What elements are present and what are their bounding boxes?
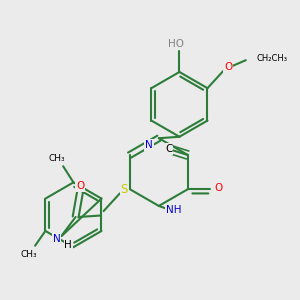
Text: CH₂CH₃: CH₂CH₃ [256, 54, 287, 63]
Text: O: O [76, 181, 84, 191]
Text: N: N [52, 234, 60, 244]
Text: N: N [145, 140, 153, 150]
Text: CH₃: CH₃ [49, 154, 66, 163]
Text: S: S [121, 182, 128, 196]
Text: NH: NH [166, 206, 181, 215]
Text: O: O [214, 182, 222, 193]
Text: O: O [224, 62, 232, 72]
Text: HO: HO [168, 39, 184, 49]
Text: CH₃: CH₃ [21, 250, 38, 259]
Text: H: H [64, 240, 72, 250]
Text: C: C [165, 144, 172, 154]
